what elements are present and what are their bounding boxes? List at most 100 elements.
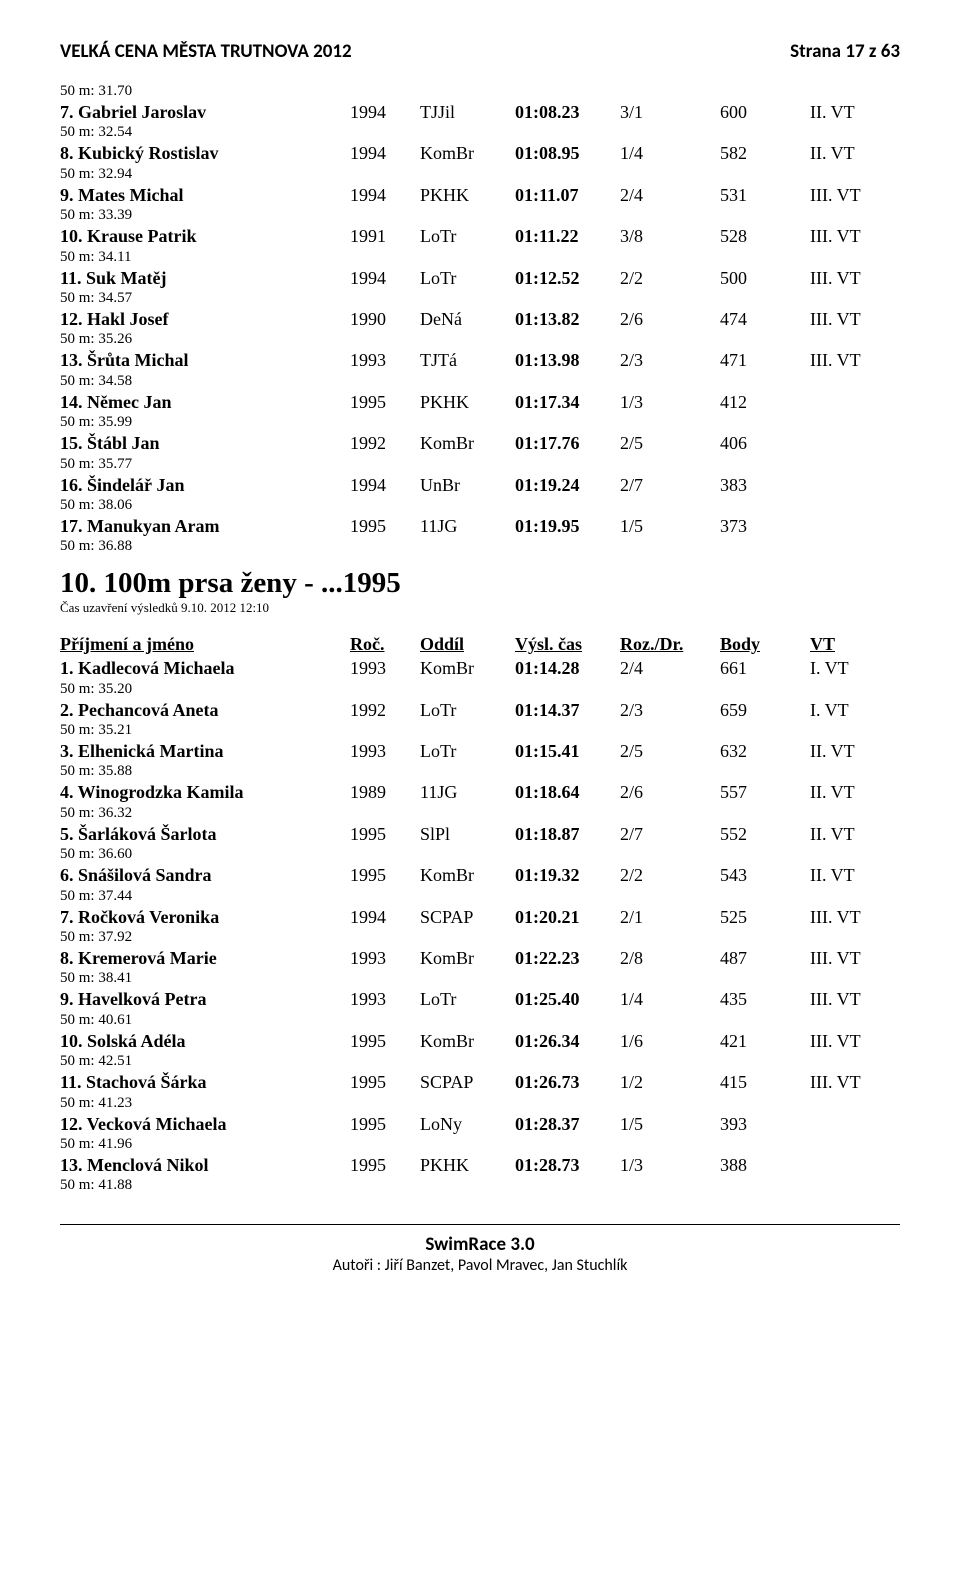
split-time: 50 m: 38.06	[60, 497, 900, 514]
cell-rozdr: 1/2	[620, 1071, 720, 1094]
cell-club: PKHK	[420, 184, 515, 207]
cell-body: 659	[720, 699, 810, 722]
cell-time: 01:20.21	[515, 906, 620, 929]
split-time: 50 m: 35.77	[60, 456, 900, 473]
col-year: Roč.	[350, 634, 420, 655]
cell-club: SCPAP	[420, 906, 515, 929]
split-time: 50 m: 35.21	[60, 722, 900, 739]
cell-vt: III. VT	[810, 349, 900, 372]
cell-year: 1995	[350, 864, 420, 887]
table-row: 15. Štábl Jan1992KomBr01:17.762/5406	[60, 432, 900, 455]
cell-name: 16. Šindelář Jan	[60, 474, 350, 497]
split-time: 50 m: 31.70	[60, 83, 900, 100]
cell-name: 13. Šrůta Michal	[60, 349, 350, 372]
cell-body: 388	[720, 1154, 810, 1177]
cell-body: 500	[720, 267, 810, 290]
table-row: 13. Šrůta Michal1993TJTá01:13.982/3471II…	[60, 349, 900, 372]
cell-body: 632	[720, 740, 810, 763]
split-time: 50 m: 32.94	[60, 166, 900, 183]
results-table-2: 1. Kadlecová Michaela1993KomBr01:14.282/…	[60, 657, 900, 1194]
cell-time: 01:17.34	[515, 391, 620, 414]
cell-club: KomBr	[420, 657, 515, 680]
cell-body: 582	[720, 142, 810, 165]
cell-club: KomBr	[420, 142, 515, 165]
table-row: 16. Šindelář Jan1994UnBr01:19.242/7383	[60, 474, 900, 497]
split-time: 50 m: 36.88	[60, 538, 900, 555]
cell-vt: II. VT	[810, 864, 900, 887]
cell-year: 1994	[350, 474, 420, 497]
cell-time: 01:13.98	[515, 349, 620, 372]
split-time: 50 m: 35.26	[60, 331, 900, 348]
cell-time: 01:14.28	[515, 657, 620, 680]
cell-year: 1993	[350, 349, 420, 372]
cell-club: LoTr	[420, 740, 515, 763]
cell-year: 1994	[350, 267, 420, 290]
cell-body: 406	[720, 432, 810, 455]
cell-name: 10. Krause Patrik	[60, 225, 350, 248]
split-time: 50 m: 33.39	[60, 207, 900, 224]
split-time: 50 m: 36.32	[60, 805, 900, 822]
cell-rozdr: 1/5	[620, 515, 720, 538]
cell-club: TJJil	[420, 101, 515, 124]
cell-vt	[810, 1154, 900, 1177]
split-time: 50 m: 35.88	[60, 763, 900, 780]
cell-year: 1995	[350, 515, 420, 538]
table-row: 10. Solská Adéla1995KomBr01:26.341/6421I…	[60, 1030, 900, 1053]
cell-rozdr: 2/1	[620, 906, 720, 929]
cell-name: 12. Vecková Michaela	[60, 1113, 350, 1136]
cell-club: PKHK	[420, 391, 515, 414]
table-row: 7. Ročková Veronika1994SCPAP01:20.212/15…	[60, 906, 900, 929]
split-time: 50 m: 35.99	[60, 414, 900, 431]
cell-year: 1995	[350, 391, 420, 414]
cell-year: 1993	[350, 657, 420, 680]
cell-club: KomBr	[420, 947, 515, 970]
table-row: 11. Stachová Šárka1995SCPAP01:26.731/241…	[60, 1071, 900, 1094]
cell-rozdr: 3/1	[620, 101, 720, 124]
split-time: 50 m: 34.11	[60, 249, 900, 266]
cell-rozdr: 2/6	[620, 781, 720, 804]
table-row: 13. Menclová Nikol1995PKHK01:28.731/3388	[60, 1154, 900, 1177]
cell-time: 01:18.87	[515, 823, 620, 846]
cell-vt: III. VT	[810, 308, 900, 331]
cell-body: 487	[720, 947, 810, 970]
cell-time: 01:18.64	[515, 781, 620, 804]
cell-rozdr: 2/3	[620, 349, 720, 372]
cell-body: 435	[720, 988, 810, 1011]
cell-year: 1994	[350, 906, 420, 929]
cell-name: 5. Šarláková Šarlota	[60, 823, 350, 846]
cell-name: 13. Menclová Nikol	[60, 1154, 350, 1177]
cell-club: UnBr	[420, 474, 515, 497]
cell-name: 9. Mates Michal	[60, 184, 350, 207]
split-time: 50 m: 34.57	[60, 290, 900, 307]
cell-club: SCPAP	[420, 1071, 515, 1094]
cell-rozdr: 2/4	[620, 657, 720, 680]
split-time: 50 m: 36.60	[60, 846, 900, 863]
cell-club: LoTr	[420, 699, 515, 722]
cell-year: 1991	[350, 225, 420, 248]
cell-time: 01:26.73	[515, 1071, 620, 1094]
split-time: 50 m: 37.92	[60, 929, 900, 946]
cell-name: 17. Manukyan Aram	[60, 515, 350, 538]
cell-rozdr: 2/7	[620, 823, 720, 846]
cell-club: KomBr	[420, 1030, 515, 1053]
cell-year: 1989	[350, 781, 420, 804]
cell-vt: I. VT	[810, 657, 900, 680]
cell-body: 421	[720, 1030, 810, 1053]
cell-name: 12. Hakl Josef	[60, 308, 350, 331]
cell-club: TJTá	[420, 349, 515, 372]
section-title: 10. 100m prsa ženy - ...1995	[60, 567, 900, 600]
cell-rozdr: 1/4	[620, 142, 720, 165]
footer-title: SwimRace 3.0	[60, 1233, 900, 1256]
cell-time: 01:13.82	[515, 308, 620, 331]
cell-name: 14. Němec Jan	[60, 391, 350, 414]
cell-vt: I. VT	[810, 699, 900, 722]
col-vt: VT	[810, 634, 900, 655]
cell-year: 1994	[350, 142, 420, 165]
cell-rozdr: 2/4	[620, 184, 720, 207]
cell-vt: III. VT	[810, 988, 900, 1011]
table-row: 9. Mates Michal1994PKHK01:11.072/4531III…	[60, 184, 900, 207]
cell-rozdr: 1/3	[620, 1154, 720, 1177]
cell-time: 01:19.32	[515, 864, 620, 887]
cell-year: 1994	[350, 101, 420, 124]
cell-rozdr: 2/8	[620, 947, 720, 970]
